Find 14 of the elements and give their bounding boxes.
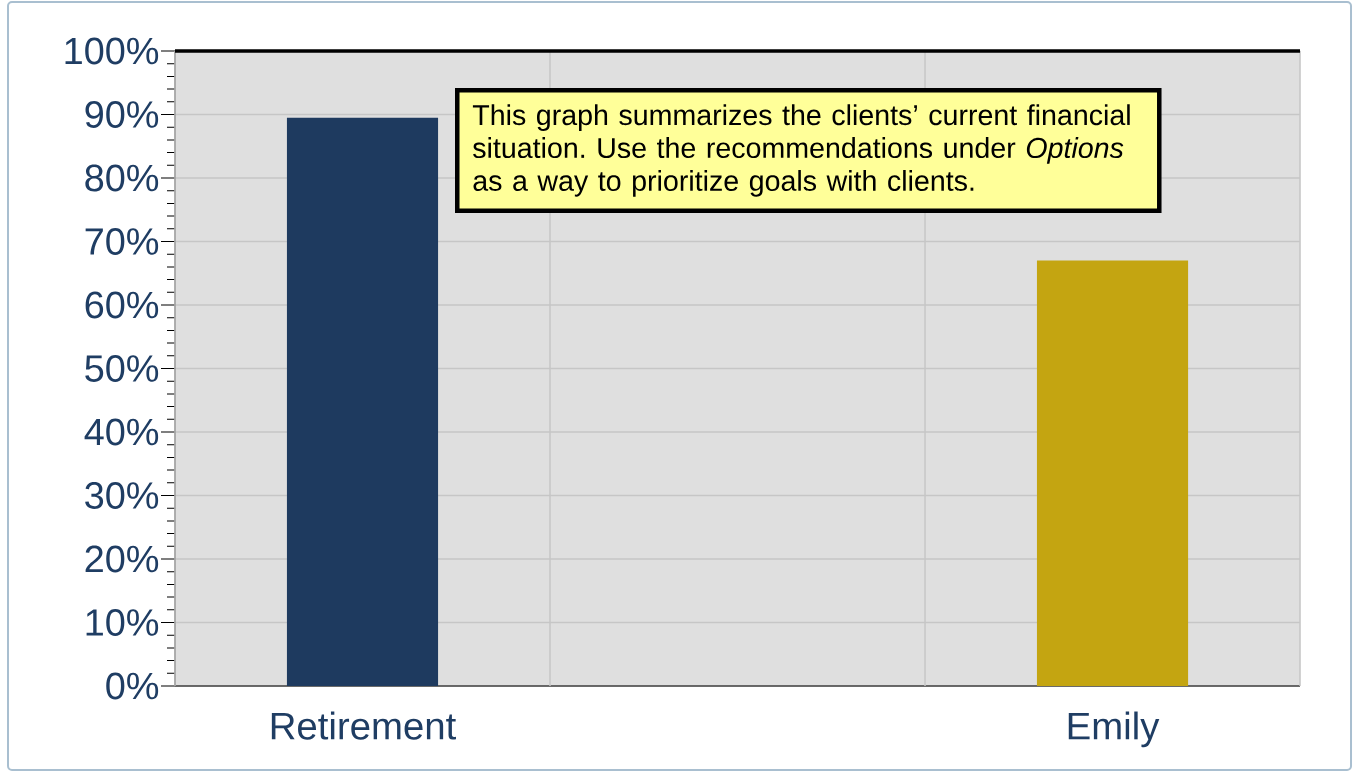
y-tick-label: 100%: [65, 37, 159, 65]
y-tick-label: 30%: [85, 482, 159, 509]
x-tick-label: Retirement: [271, 711, 456, 740]
text: This graph summarizes the clients’ current financial situation. Use the recommendations under Options as a way to prioritize goals with clients.: [472, 104, 1130, 197]
y-tick-label: 20%: [85, 545, 159, 573]
y-tick-label: 40%: [84, 418, 159, 446]
y-tick-label: 80%: [85, 164, 159, 192]
x-tick-label: Emily: [1068, 711, 1160, 748]
y-tick-label: 90%: [85, 101, 159, 128]
y-tick-label: 70%: [85, 228, 159, 255]
y-tick-label: 0%: [106, 672, 159, 700]
y-tick-label: 60%: [85, 291, 159, 319]
y-tick-label: 10%: [86, 609, 159, 636]
y-tick-label: 50%: [85, 355, 159, 382]
